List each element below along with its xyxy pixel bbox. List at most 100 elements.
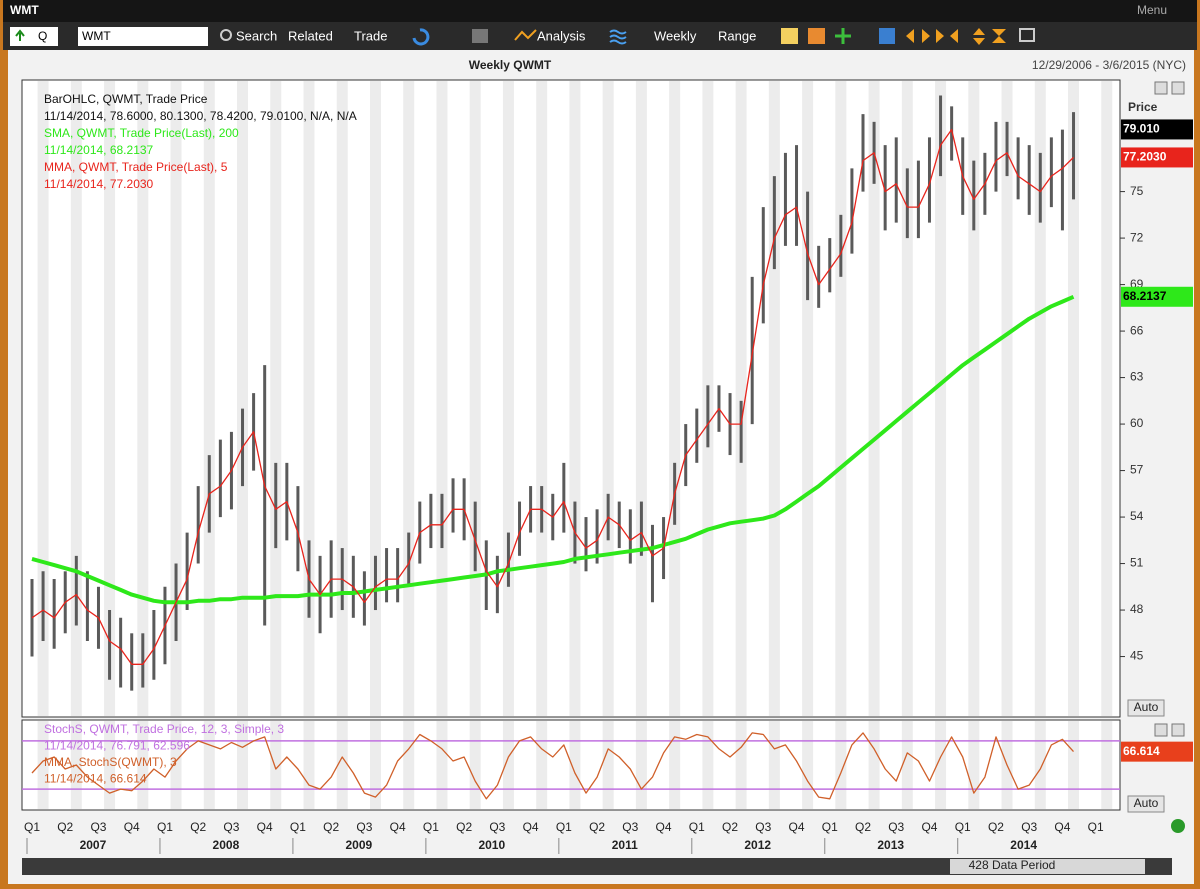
stripe [569,81,581,716]
legend-value: 11/14/2014, 76.791, 62.596 [44,739,190,753]
value-tag-label: 68.2137 [1123,289,1167,303]
legend-name: BarOHLC, QWMT, Trade Price [44,92,208,106]
stripe [137,81,149,716]
stripes [37,81,1113,809]
maximize-icon[interactable] [1154,723,1168,737]
x-tick-label: Q3 [1021,820,1037,834]
y-tick-label: 72 [1130,230,1144,244]
close-icon[interactable] [1171,81,1185,95]
value-tag [1121,119,1193,140]
menu-button[interactable]: Menu [1137,3,1167,17]
trade-menu[interactable]: Trade [354,28,387,43]
series-line [31,128,1074,665]
stripe [1068,81,1080,716]
scroll-thumb[interactable] [950,859,1145,874]
stripe [835,721,847,809]
stripe [1101,721,1113,809]
crosshair-icon[interactable] [835,28,851,44]
y-tick-label: 57 [1130,463,1144,477]
x-tick-label: Q1 [157,820,173,834]
legend-name: StochS, QWMT, Trade Price, 12, 3, Simple… [44,722,284,736]
stripe [968,721,980,809]
year-label: 2009 [346,838,373,852]
scrollbar [22,858,1172,875]
interval-menu[interactable]: Weekly [654,28,697,43]
value-tag-label: 66.614 [1123,744,1160,758]
year-label: 2008 [213,838,240,852]
chart-title: Weekly QWMT [469,58,552,72]
stripe [502,81,514,716]
value-tag [1121,741,1193,762]
fit-icon[interactable] [936,29,958,43]
stripe [70,81,82,716]
studies-icon[interactable] [609,29,627,45]
x-tick-label: Q4 [257,820,273,834]
stripe [802,81,814,716]
quote-type[interactable]: Q [38,29,47,43]
zoom-icon[interactable] [906,29,930,43]
layout-icon[interactable] [879,28,895,44]
stripe [536,721,548,809]
stripe [868,721,880,809]
x-tick-label: Q4 [656,820,672,834]
stripe [469,721,481,809]
window-icon[interactable] [1019,28,1035,42]
stripe [203,721,215,809]
x-tick-label: Q4 [1054,820,1070,834]
y-tick-label: 63 [1130,370,1144,384]
x-tick-label: Q1 [1088,820,1104,834]
stripe [868,81,880,716]
x-tick-label: Q3 [622,820,638,834]
stripe [702,721,714,809]
x-tick-label: Q1 [955,820,971,834]
legend-name: MMA, StochS(QWMT), 3 [44,755,177,769]
x-tick-label: Q3 [90,820,106,834]
legend-value: 11/14/2014, 77.2030 [44,177,154,191]
x-tick-label: Q4 [789,820,805,834]
search-button[interactable]: Search [236,28,277,43]
auto-button[interactable] [1127,795,1165,813]
range-menu[interactable]: Range [718,28,756,43]
analysis-icon [514,29,537,41]
x-tick-label: Q1 [24,820,40,834]
auto-label: Auto [1134,796,1159,810]
stripe [1001,81,1013,716]
y-tick-label: 60 [1130,416,1144,430]
stripe [436,81,448,716]
chart-icon[interactable] [781,28,798,44]
legend-name: SMA, QWMT, Trade Price(Last), 200 [44,126,239,140]
stripe [669,721,681,809]
fit-vertical-icon[interactable] [992,29,1006,43]
stripe [1068,721,1080,809]
close-icon[interactable] [1171,723,1185,737]
quote-type-box[interactable] [10,27,58,46]
series-line [31,294,1075,605]
undo-icon[interactable] [412,28,430,46]
stripe [436,721,448,809]
x-tick-label: Q4 [124,820,140,834]
analysis-menu[interactable]: Analysis [537,28,586,43]
stripe [369,81,381,716]
related-menu[interactable]: Related [288,28,333,43]
stripe [369,721,381,809]
symbol[interactable]: WMT [82,29,111,43]
symbol-input[interactable] [78,27,208,46]
value-tag-label: 79.010 [1123,122,1160,136]
y-tick-label: 66 [1130,323,1144,337]
y-tick-label: 54 [1130,509,1144,523]
x-tick-label: Q2 [988,820,1004,834]
legend-value: 11/14/2014, 68.2137 [44,143,154,157]
stripe [935,721,947,809]
stripe [768,721,780,809]
stripe [237,81,249,716]
auto-button[interactable] [1127,699,1165,717]
folder-icon[interactable] [472,29,488,43]
stripe [469,81,481,716]
maximize-icon[interactable] [1154,81,1168,95]
tool-icon[interactable] [808,28,825,44]
stripe [203,81,215,716]
stripe [170,81,182,716]
scale-icon[interactable] [973,28,985,45]
x-tick-label: Q2 [855,820,871,834]
